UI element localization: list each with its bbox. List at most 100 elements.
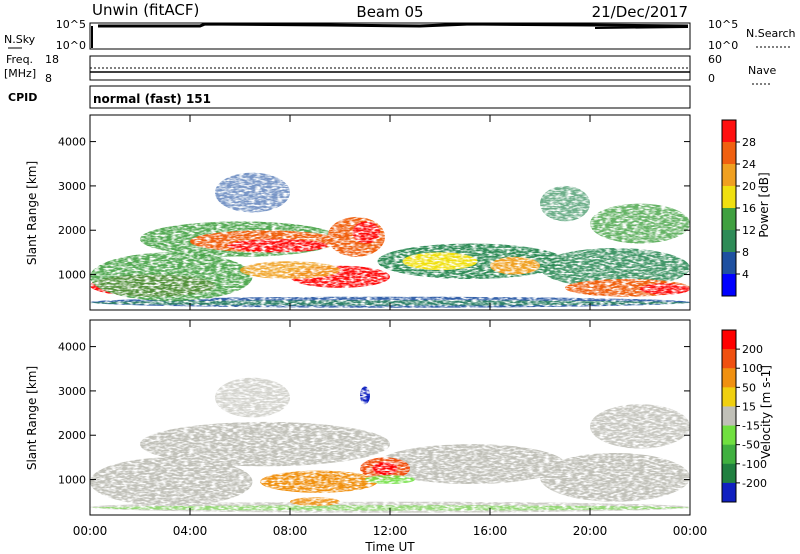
time-xlabel: Time UT: [364, 540, 415, 554]
colorbar-swatch: [722, 387, 736, 407]
colorbar-tick-label: 50: [742, 381, 756, 394]
colorbar-swatch: [722, 120, 736, 143]
power-colorbar-label: Power [dB]: [757, 172, 771, 237]
colorbar-tick-label: 16: [742, 202, 756, 215]
freq-tick-bottom: 8: [45, 72, 52, 85]
colorbar-tick-label: 15: [742, 400, 756, 413]
velocity-heatmap: [90, 377, 690, 513]
colorbar-swatch: [722, 406, 736, 427]
nave-tick-bottom: 0: [708, 72, 715, 85]
velocity-echo-noise: [90, 505, 690, 511]
colorbar-tick-label: 100: [742, 362, 763, 375]
colorbar-tick-label: 4: [742, 268, 749, 281]
cpid-label: CPID: [8, 91, 37, 104]
power-echo-red: [227, 239, 328, 253]
colorbar-tick-label: -15: [742, 420, 760, 433]
velocity-colorbar-label: Velocity [m s-1]: [759, 365, 773, 459]
station-title: Unwin (fitACF): [92, 1, 199, 19]
freq-label-1: Freq.: [6, 53, 33, 66]
velocity-echo-blue: [360, 386, 370, 405]
power-echo-yellow: [402, 252, 478, 271]
colorbar-swatch: [722, 186, 736, 209]
velocity-echo-red: [372, 461, 398, 476]
freq-label-2: [MHz]: [4, 67, 36, 80]
y-tick-label: 2000: [58, 429, 86, 442]
colorbar-tick-label: 8: [742, 246, 749, 259]
x-tick-label: 12:00: [373, 524, 408, 538]
colorbar-swatch: [722, 208, 736, 231]
power-colorbar: 4 8 12 16 20 24 28: [721, 119, 756, 297]
velocity-ylabel: Slant Range [km]: [25, 366, 39, 470]
nsearch-tick-top: 10^5: [708, 18, 738, 31]
freq-tick-top: 18: [45, 53, 59, 66]
colorbar-tick-label: 12: [742, 224, 756, 237]
colorbar-swatch: [722, 349, 736, 369]
velocity-echo-green: [365, 475, 415, 484]
colorbar-tick-label: -200: [742, 477, 767, 490]
power-echo-green: [540, 247, 690, 288]
power-echo-red: [352, 221, 380, 244]
power-echo-sparse: [540, 185, 590, 222]
y-tick-label: 1000: [58, 474, 86, 487]
nsky-label: N.Sky: [4, 33, 36, 46]
y-tick-label: 3000: [58, 180, 86, 193]
colorbar-tick-label: -100: [742, 458, 767, 471]
x-tick-label: 20:00: [573, 524, 608, 538]
time-axis: 00:00 04:00 08:00 12:00 16:00 20:00 00:00: [73, 115, 708, 538]
colorbar-swatch: [722, 142, 736, 165]
cpid-text: normal (fast) 151: [93, 92, 211, 106]
cpid-panel: CPID normal (fast) 151: [8, 85, 691, 109]
colorbar-swatch: [722, 444, 736, 465]
y-tick-label: 2000: [58, 224, 86, 237]
colorbar-swatch: [722, 482, 736, 503]
colorbar-frame: [721, 329, 737, 503]
velocity-echo-grey: [215, 377, 290, 418]
x-tick-label: 04:00: [173, 524, 208, 538]
y-tick-label: 4000: [58, 341, 86, 354]
nsearch-label: N.Search: [746, 27, 796, 40]
power-echo-green: [590, 203, 690, 244]
x-tick-label: 00:00: [73, 524, 108, 538]
y-tick-label: 3000: [58, 385, 86, 398]
colorbar-swatch: [722, 425, 736, 446]
power-echo-orange: [490, 256, 540, 275]
colorbar-swatch: [722, 164, 736, 187]
colorbar-tick-label: 200: [742, 343, 763, 356]
velocity-panel: 1000 2000 3000 4000 Slant Range [km] 200 100…: [25, 319, 773, 516]
colorbar-swatch: [722, 368, 736, 388]
velocity-echo-grey: [90, 457, 253, 507]
beam-title: Beam 05: [356, 3, 423, 21]
power-ylabel: Slant Range [km]: [25, 161, 39, 265]
velocity-echo-grey: [377, 444, 565, 484]
y-tick-label: 4000: [58, 136, 86, 149]
colorbar-tick-label: 24: [742, 158, 756, 171]
nsky-tick-bottom: 10^0: [56, 39, 86, 52]
velocity-colorbar: 200 100 50 15 -15 -50 -100 -200: [721, 329, 767, 503]
freq-panel: Freq. [MHz] 18 8 60 0 Nave: [4, 53, 776, 85]
date-title: 21/Dec/2017: [592, 3, 688, 21]
power-panel: 1000 2000 3000 4000 Slant Range [km] 4 8 12 16…: [25, 114, 771, 311]
power-echo-green: [90, 252, 253, 302]
velocity-echo-grey: [540, 452, 690, 502]
power-echo-noise: [90, 300, 690, 306]
velocity-echo-grey: [140, 421, 390, 467]
velocity-echo-grey: [590, 404, 690, 449]
velocity-echo-orange: [260, 470, 378, 493]
nave-tick-top: 60: [708, 53, 722, 66]
x-tick-label: 08:00: [273, 524, 308, 538]
nave-label: Nave: [748, 64, 776, 77]
power-y-axis: 1000 2000 3000 4000: [58, 136, 690, 282]
colorbar-tick-label: -50: [742, 439, 760, 452]
colorbar-swatch: [722, 274, 736, 297]
nsky-tick-top: 10^5: [56, 18, 86, 31]
velocity-echo-orange: [290, 497, 340, 507]
power-echo-sparse: [215, 172, 290, 213]
colorbar-swatch: [722, 230, 736, 253]
colorbar-tick-label: 20: [742, 180, 756, 193]
power-echo-red: [640, 283, 690, 295]
x-tick-label: 00:00: [673, 524, 708, 538]
y-tick-label: 1000: [58, 269, 86, 282]
nsearch-tick-bottom: 10^0: [708, 39, 738, 52]
power-heatmap: [90, 172, 690, 308]
